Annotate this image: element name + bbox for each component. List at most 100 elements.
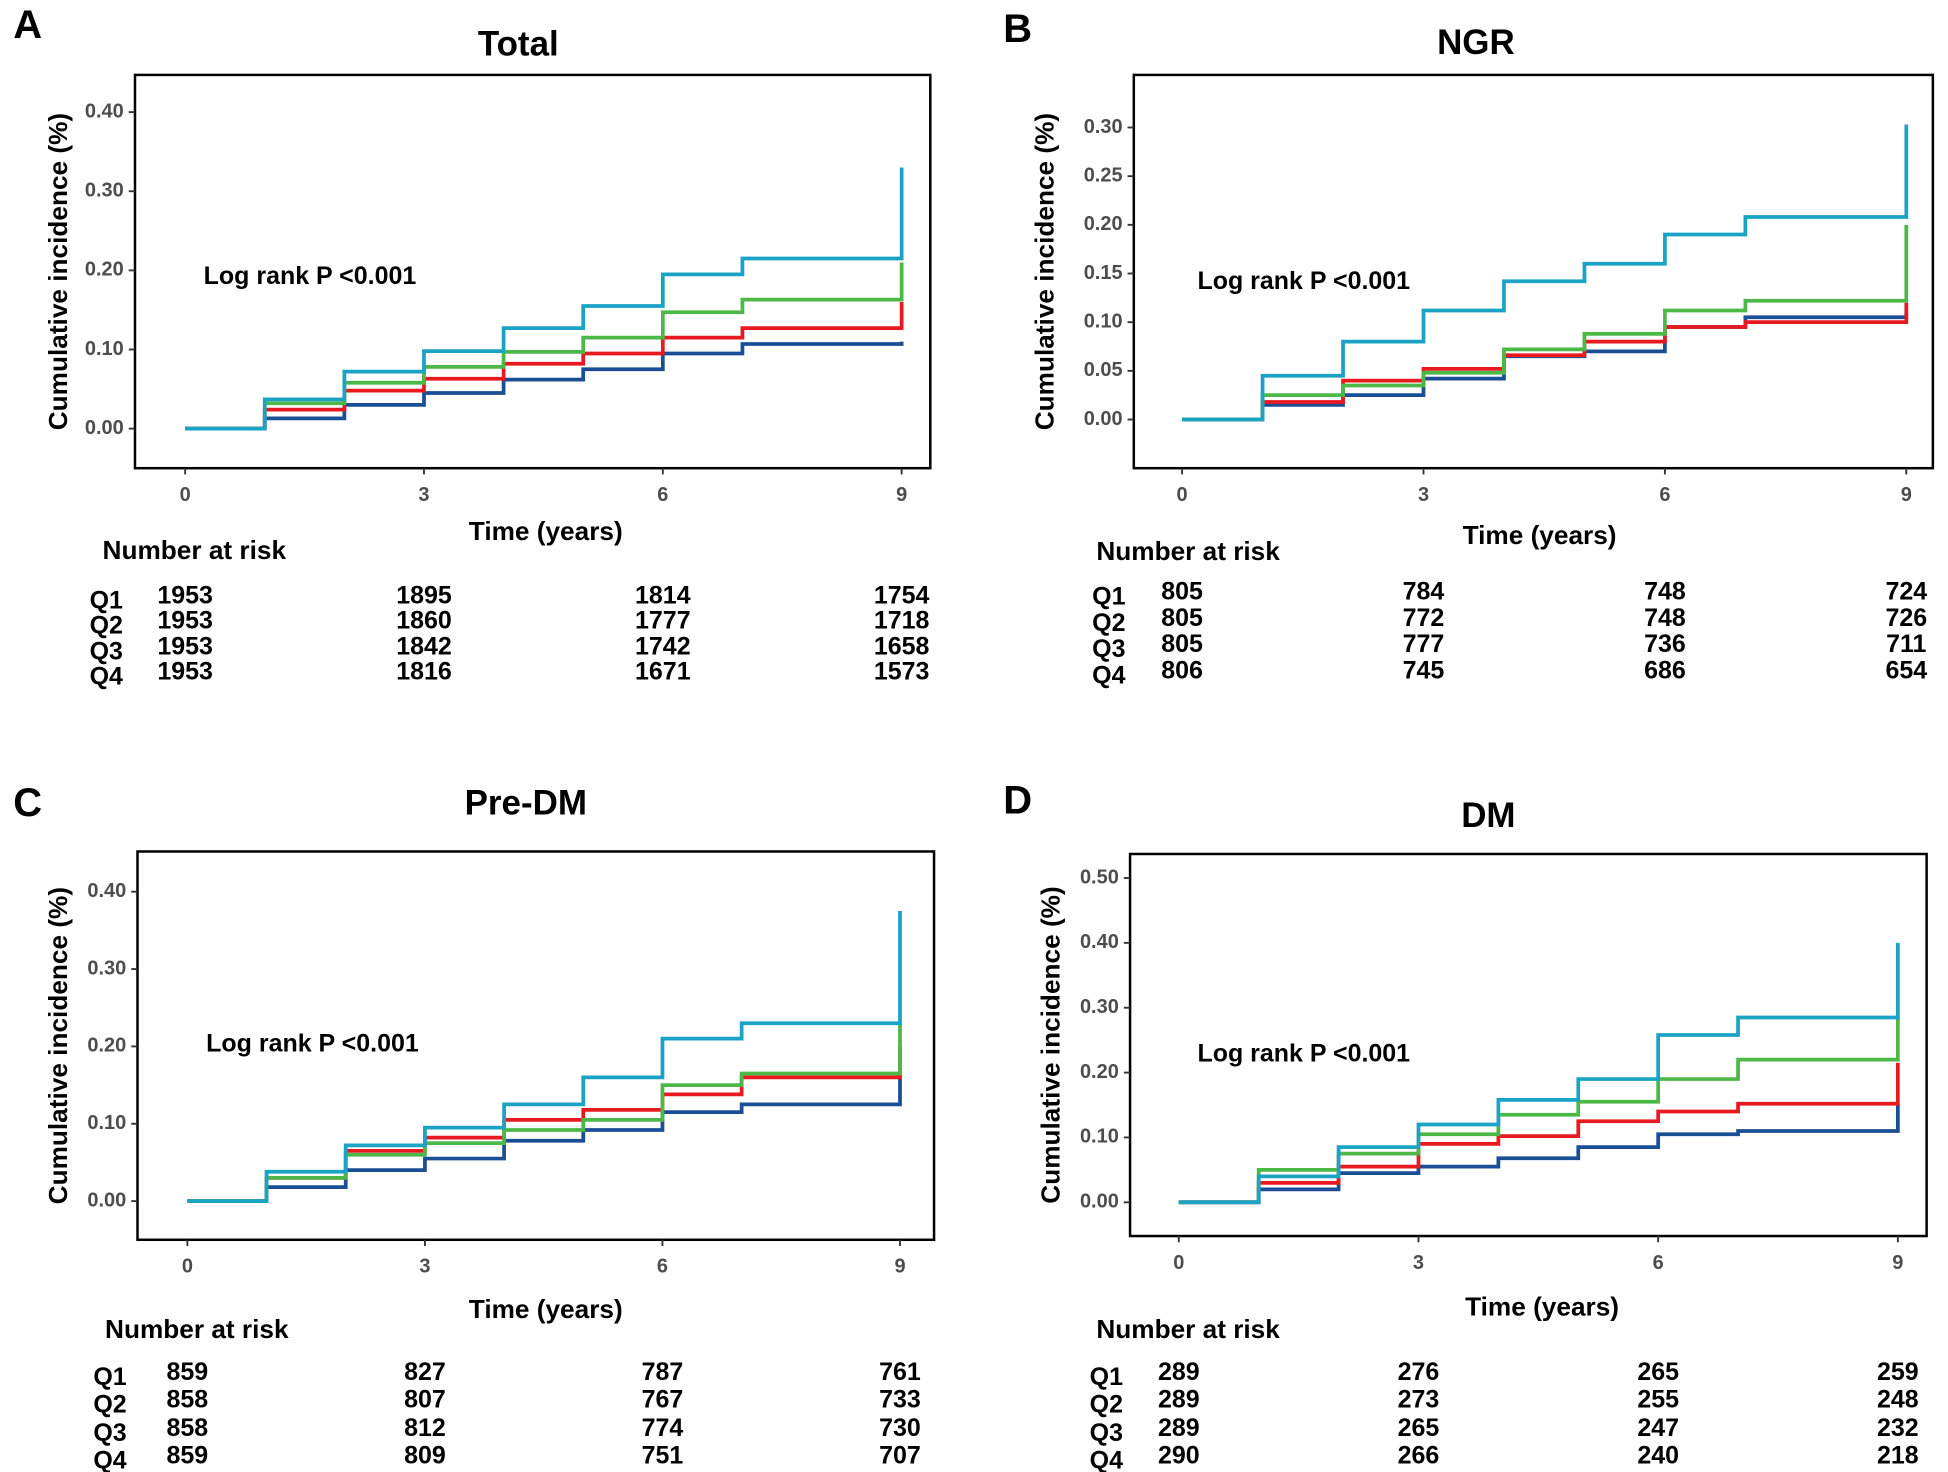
risk-count: 806 [1161, 656, 1203, 684]
risk-row-label: Q2 [1092, 609, 1125, 637]
x-tick-label: 0 [1177, 484, 1188, 506]
y-tick-label: 0.30 [87, 957, 126, 979]
risk-count: 232 [1877, 1414, 1919, 1442]
risk-count: 736 [1644, 630, 1686, 658]
y-tick-label: 0.15 [1084, 262, 1123, 284]
x-axis-label: Time (years) [469, 516, 623, 546]
x-tick-label: 3 [1413, 1252, 1424, 1274]
risk-count: 805 [1161, 630, 1203, 658]
risk-row-label: Q1 [1092, 583, 1125, 611]
risk-count: 707 [879, 1442, 921, 1470]
plot-frame [1132, 73, 1935, 470]
y-tick-label: 0.30 [1084, 116, 1123, 138]
annotation: Log rank P <0.001 [1197, 267, 1410, 295]
risk-count: 1816 [396, 658, 452, 686]
risk-count: 724 [1885, 578, 1927, 606]
step-line [1182, 124, 1909, 422]
y-tick-label: 0.10 [87, 1112, 126, 1134]
y-tick-label: 0.40 [1080, 931, 1119, 953]
step-line [187, 1077, 902, 1203]
risk-count: 859 [167, 1358, 209, 1386]
risk-row-label: Q4 [1092, 661, 1125, 689]
risk-count: 809 [404, 1442, 446, 1470]
risk-count: 730 [879, 1414, 921, 1442]
panel-letter: B [1003, 7, 1032, 51]
x-tick-label: 0 [1173, 1252, 1184, 1274]
plot-frame [1128, 852, 1928, 1238]
risk-count: 827 [404, 1358, 446, 1386]
risk-count: 748 [1644, 604, 1686, 632]
step-line [1178, 1062, 1900, 1205]
y-tick-label: 0.20 [1080, 1061, 1119, 1083]
x-tick-label: 9 [894, 1256, 905, 1278]
risk-table-title: Number at risk [1096, 536, 1280, 566]
y-tick-label: 0.20 [87, 1035, 126, 1057]
risk-count: 265 [1398, 1414, 1440, 1442]
risk-row-label: Q4 [90, 663, 123, 691]
risk-count: 1842 [396, 633, 452, 661]
risk-count: 1754 [874, 581, 930, 609]
y-tick-label: 0.00 [85, 417, 124, 439]
step-line [185, 302, 904, 431]
plot-frame [133, 73, 932, 470]
x-tick-label: 3 [1418, 484, 1429, 506]
step-line [187, 1023, 902, 1203]
y-tick-label: 0.10 [85, 338, 124, 360]
risk-row-label: Q2 [90, 611, 123, 639]
risk-count: 1953 [157, 606, 213, 634]
x-tick-label: 0 [180, 484, 191, 506]
annotation: Log rank P <0.001 [1197, 1040, 1410, 1068]
y-tick-label: 0.30 [1080, 996, 1119, 1018]
y-tick-label: 0.00 [1080, 1191, 1119, 1213]
risk-count: 1814 [635, 581, 691, 609]
risk-count: 807 [404, 1385, 446, 1413]
panel-letter: C [13, 781, 42, 825]
risk-count: 289 [1158, 1358, 1200, 1386]
x-tick-label: 9 [1892, 1252, 1903, 1274]
chart-title: NGR [1437, 23, 1515, 62]
y-tick-label: 0.10 [1080, 1126, 1119, 1148]
risk-row-label: Q3 [1092, 635, 1125, 663]
risk-count: 774 [642, 1414, 684, 1442]
risk-count: 1895 [396, 581, 452, 609]
step-line [1178, 942, 1900, 1205]
y-tick-label: 0.20 [85, 259, 124, 281]
x-axis-label: Time (years) [1463, 520, 1617, 550]
risk-count: 289 [1158, 1385, 1200, 1413]
risk-row-label: Q2 [93, 1390, 126, 1418]
risk-count: 711 [1886, 630, 1926, 658]
risk-count: 654 [1885, 656, 1927, 684]
risk-count: 787 [642, 1358, 684, 1386]
risk-count: 761 [879, 1358, 921, 1386]
risk-row-label: Q2 [1090, 1390, 1123, 1418]
y-axis-label: Cumulative incidence (%) [43, 887, 73, 1204]
risk-count: 748 [1644, 578, 1686, 606]
step-line [1182, 224, 1909, 422]
risk-count: 1953 [157, 633, 213, 661]
y-tick-label: 0.05 [1084, 359, 1123, 381]
risk-row-label: Q1 [93, 1363, 126, 1391]
y-tick-label: 0.10 [1084, 310, 1123, 332]
x-tick-label: 6 [657, 484, 668, 506]
risk-count: 805 [1161, 578, 1203, 606]
x-tick-label: 6 [657, 1256, 668, 1278]
risk-count: 1718 [874, 606, 930, 634]
risk-count: 265 [1637, 1358, 1679, 1386]
annotation: Log rank P <0.001 [206, 1030, 419, 1058]
x-tick-label: 0 [182, 1256, 193, 1278]
risk-count: 858 [167, 1385, 209, 1413]
risk-count: 240 [1637, 1442, 1679, 1470]
risk-count: 1953 [157, 581, 213, 609]
risk-count: 218 [1877, 1442, 1919, 1470]
chart-title: Total [478, 24, 559, 63]
step-line [187, 911, 902, 1203]
risk-table-title: Number at risk [103, 535, 287, 565]
x-tick-label: 9 [896, 484, 907, 506]
risk-count: 745 [1403, 656, 1445, 684]
y-tick-label: 0.40 [87, 880, 126, 902]
step-line [1182, 302, 1909, 422]
risk-count: 805 [1161, 604, 1203, 632]
risk-count: 1953 [157, 658, 213, 686]
risk-count: 289 [1158, 1414, 1200, 1442]
